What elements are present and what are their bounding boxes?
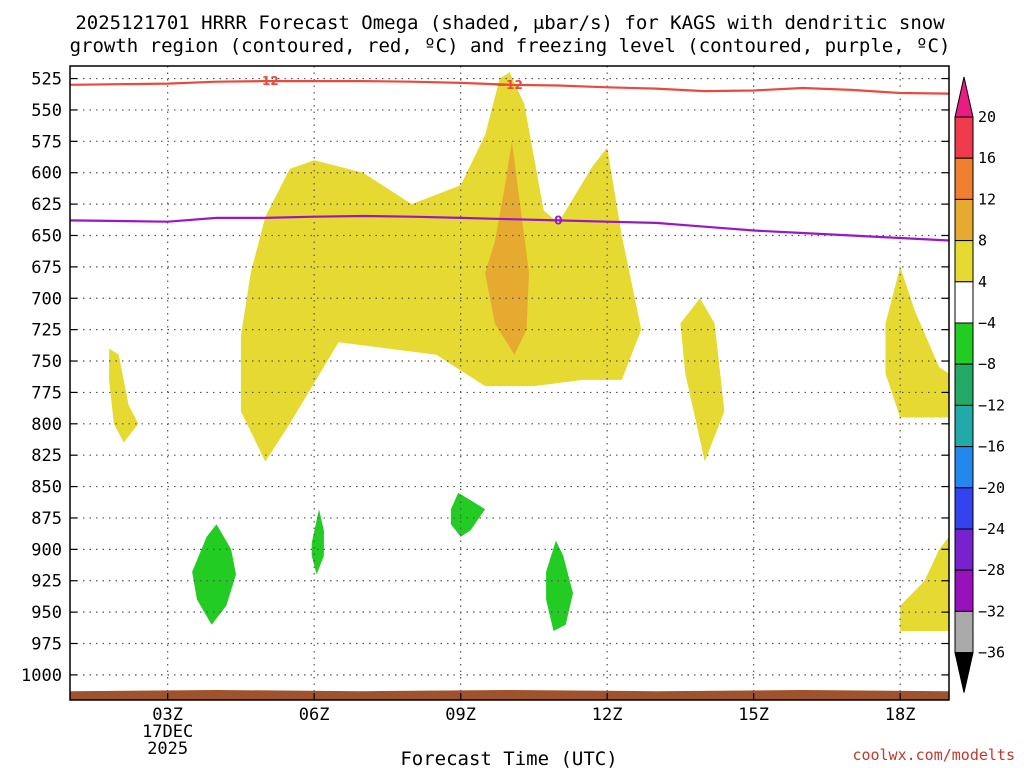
colorbar-label: −36 xyxy=(978,644,1005,662)
x-tick-year: 2025 xyxy=(147,739,188,759)
colorbar: 20 16 12 8 4 −4 −8 −12 −16 −20 −24 −28 −32 −36 xyxy=(954,76,1005,693)
colorbar-swatch xyxy=(954,569,974,612)
shaded-region-3 xyxy=(885,266,949,418)
shaded-region-1 xyxy=(109,348,139,443)
x-tick-label: 06Z xyxy=(299,705,330,725)
colorbar-swatch xyxy=(954,528,974,571)
x-tick-label: 18Z xyxy=(885,705,916,725)
colorbar-label: −16 xyxy=(978,438,1005,456)
contour-label: −12 xyxy=(252,74,279,88)
colorbar-swatch xyxy=(954,363,974,406)
y-tick-label: 775 xyxy=(31,383,62,403)
y-tick-label: 650 xyxy=(31,226,62,246)
plot-inner: −12 −12 0 xyxy=(70,66,949,700)
colorbar-swatch xyxy=(954,404,974,448)
y-tick-label: 850 xyxy=(31,478,62,498)
colorbar-label: −32 xyxy=(978,602,1005,620)
x-tick-label: 12Z xyxy=(592,705,623,725)
y-tick-label: 725 xyxy=(31,321,62,341)
colorbar-swatch xyxy=(954,281,974,324)
colorbar-label: −28 xyxy=(978,561,1005,579)
chart-title-line1: 2025121701 HRRR Forecast Omega (shaded, … xyxy=(75,12,945,34)
y-tick-label: 900 xyxy=(31,540,62,560)
y-tick-label: 925 xyxy=(31,572,62,592)
plot-frame xyxy=(69,65,950,701)
y-tick-label: 675 xyxy=(31,258,62,278)
y-tick-label: 1000 xyxy=(21,666,62,686)
shaded-region-9 xyxy=(546,540,573,631)
shaded-region-2 xyxy=(680,298,725,462)
shaded-region-7 xyxy=(311,509,324,575)
y-tick-label: 625 xyxy=(31,195,62,215)
colorbar-label: −20 xyxy=(978,479,1005,497)
contour-line-0 xyxy=(70,80,949,95)
y-tick-label: 700 xyxy=(31,289,62,309)
contour-label: 0 xyxy=(554,213,562,227)
colorbar-top-arrow xyxy=(954,76,974,118)
colorbar-label: −4 xyxy=(978,314,996,332)
colorbar-label: −12 xyxy=(978,396,1005,414)
y-tick-label: 575 xyxy=(31,132,62,152)
y-tick-label: 950 xyxy=(31,603,62,623)
y-tick-label: 600 xyxy=(31,164,62,184)
contour-line-1 xyxy=(70,214,949,242)
colorbar-label: 4 xyxy=(978,273,987,291)
x-tick-label: 03Z xyxy=(152,705,183,725)
colorbar-swatch xyxy=(954,116,974,159)
colorbar-swatch xyxy=(954,446,974,489)
axes: 525 550 575 600 625 650 675 700 725 750 775 800 825 8… xyxy=(21,65,950,759)
colorbar-label: 12 xyxy=(978,190,996,208)
contour-label: −12 xyxy=(496,78,523,92)
shaded-region-5 xyxy=(485,141,529,355)
colorbar-label: −8 xyxy=(978,355,996,373)
plot-area: −12 −12 0 xyxy=(70,66,949,700)
colorbar-label: −24 xyxy=(978,520,1005,538)
terrain-surface xyxy=(70,690,949,700)
x-tick-date: 17DEC xyxy=(142,722,193,742)
colorbar-bottom-arrow xyxy=(954,652,974,693)
y-tick-label: 800 xyxy=(31,415,62,435)
y-tick-label: 750 xyxy=(31,352,62,372)
x-tick-label: 09Z xyxy=(445,705,476,725)
shaded-region-8 xyxy=(450,492,486,537)
colorbar-swatch xyxy=(954,487,974,530)
y-tick-label: 525 xyxy=(31,70,62,90)
chart-title-line2: growth region (contoured, red, ºC) and f… xyxy=(70,35,951,57)
x-tick-label: 15Z xyxy=(738,705,769,725)
y-tick-label: 875 xyxy=(31,509,62,529)
x-axis-label: Forecast Time (UTC) xyxy=(400,748,617,768)
y-tick-label: 825 xyxy=(31,446,62,466)
shaded-region-6 xyxy=(192,524,236,625)
colorbar-swatch xyxy=(954,610,974,654)
y-tick-label: 550 xyxy=(31,101,62,121)
credit-label: coolwx.com/modelts xyxy=(852,746,1015,764)
colorbar-swatch xyxy=(954,198,974,242)
colorbar-swatch xyxy=(954,322,974,365)
colorbar-label: 8 xyxy=(978,232,987,250)
colorbar-swatch xyxy=(954,157,974,200)
colorbar-label: 16 xyxy=(978,149,996,167)
shaded-region-4 xyxy=(900,536,949,631)
y-tick-label: 975 xyxy=(31,635,62,655)
colorbar-swatch xyxy=(954,240,974,283)
colorbar-label: 20 xyxy=(978,108,996,126)
